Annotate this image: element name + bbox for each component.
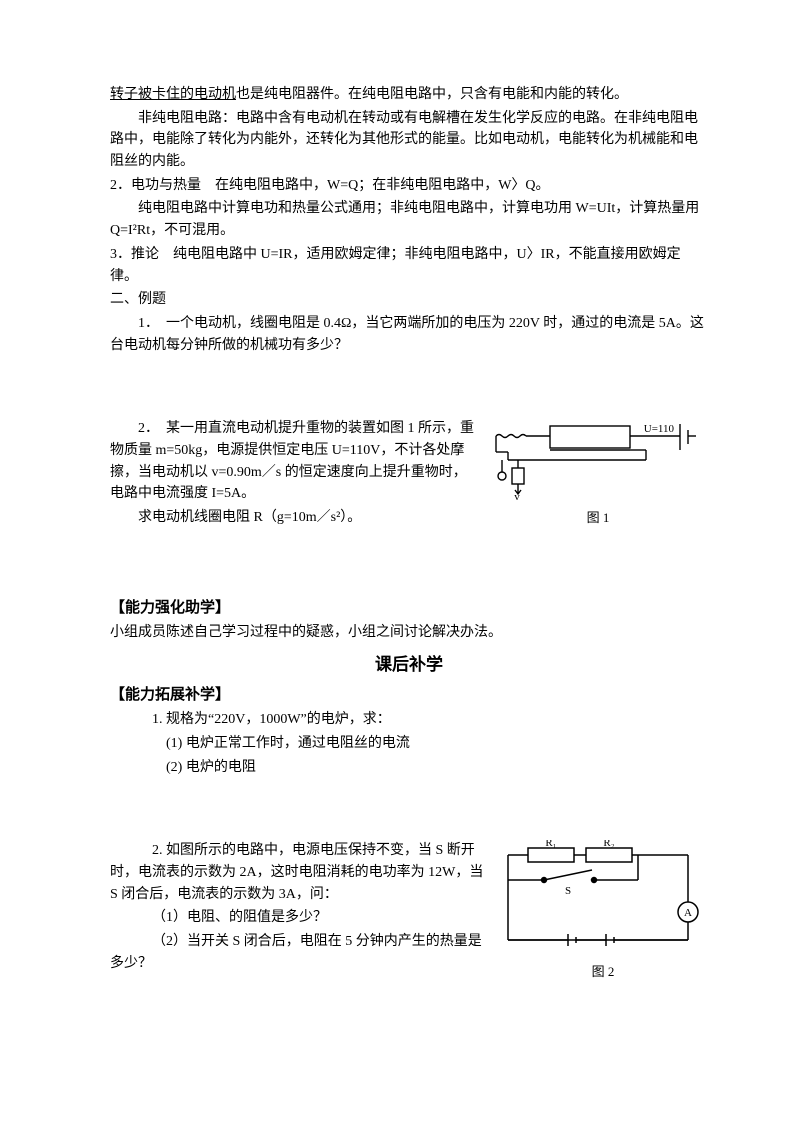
- underlined-text: 转子被卡住的电动机: [110, 87, 236, 102]
- center-title: 课后补学: [110, 652, 708, 678]
- question-1a: (1) 电炉正常工作时，通过电阻丝的电流: [110, 733, 708, 755]
- velocity-label: v: [514, 491, 520, 503]
- figure-1-label: 图 1: [488, 508, 708, 528]
- section-1-body: 小组成员陈述自己学习过程中的疑惑，小组之间讨论解决办法。: [110, 622, 708, 644]
- question-1: 1. 规格为“220V，1000W”的电炉，求：: [110, 709, 708, 731]
- section-heading-2: 【能力拓展补学】: [110, 684, 708, 707]
- question-1b: (2) 电炉的电阻: [110, 757, 708, 779]
- r2-label: R₂: [603, 840, 614, 849]
- voltage-label: U=110: [644, 424, 675, 435]
- document-page: 转子被卡住的电动机也是纯电阻器件。在纯电阻电路中，只含有电能和内能的转化。 非纯…: [0, 0, 800, 1132]
- paragraph-5: 3．推论 纯电阻电路中 U=IR，适用欧姆定律；非纯电阻电路中，U〉IR，不能直…: [110, 244, 708, 287]
- paragraph-2: 非纯电阻电路：电路中含有电动机在转动或有电解槽在发生化学反应的电路。在非纯电阻电…: [110, 108, 708, 173]
- spacer: [110, 358, 708, 418]
- switch-label: S: [565, 885, 571, 897]
- figure-2: R₁ R₂ S A 图 2: [498, 840, 708, 982]
- r1-label: R₁: [545, 840, 556, 849]
- text: 也是纯电阻器件。在纯电阻电路中，只含有电能和内能的转化。: [236, 87, 628, 102]
- paragraph-6: 二、例题: [110, 289, 708, 311]
- figure-1: v U=110 图 1: [488, 424, 708, 528]
- figure-2-label: 图 2: [498, 962, 708, 982]
- section-heading-1: 【能力强化助学】: [110, 597, 708, 620]
- ammeter-label: A: [684, 907, 692, 919]
- motor-diagram: v U=110: [488, 424, 708, 506]
- spacer: [110, 780, 708, 840]
- paragraph-4: 纯电阻电路中计算电功和热量公式通用；非纯电阻电路中，计算电功用 W=UIt，计算…: [110, 198, 708, 241]
- circuit-diagram: R₁ R₂ S A: [498, 840, 708, 960]
- paragraph-3: 2．电功与热量 在纯电阻电路中，W=Q；在非纯电阻电路中，W〉Q。: [110, 175, 708, 197]
- paragraph-1: 转子被卡住的电动机也是纯电阻器件。在纯电阻电路中，只含有电能和内能的转化。: [110, 84, 708, 106]
- example-1: 1． 一个电动机，线圈电阻是 0.4Ω，当它两端所加的电压为 220V 时，通过…: [110, 313, 708, 356]
- spacer: [110, 531, 708, 591]
